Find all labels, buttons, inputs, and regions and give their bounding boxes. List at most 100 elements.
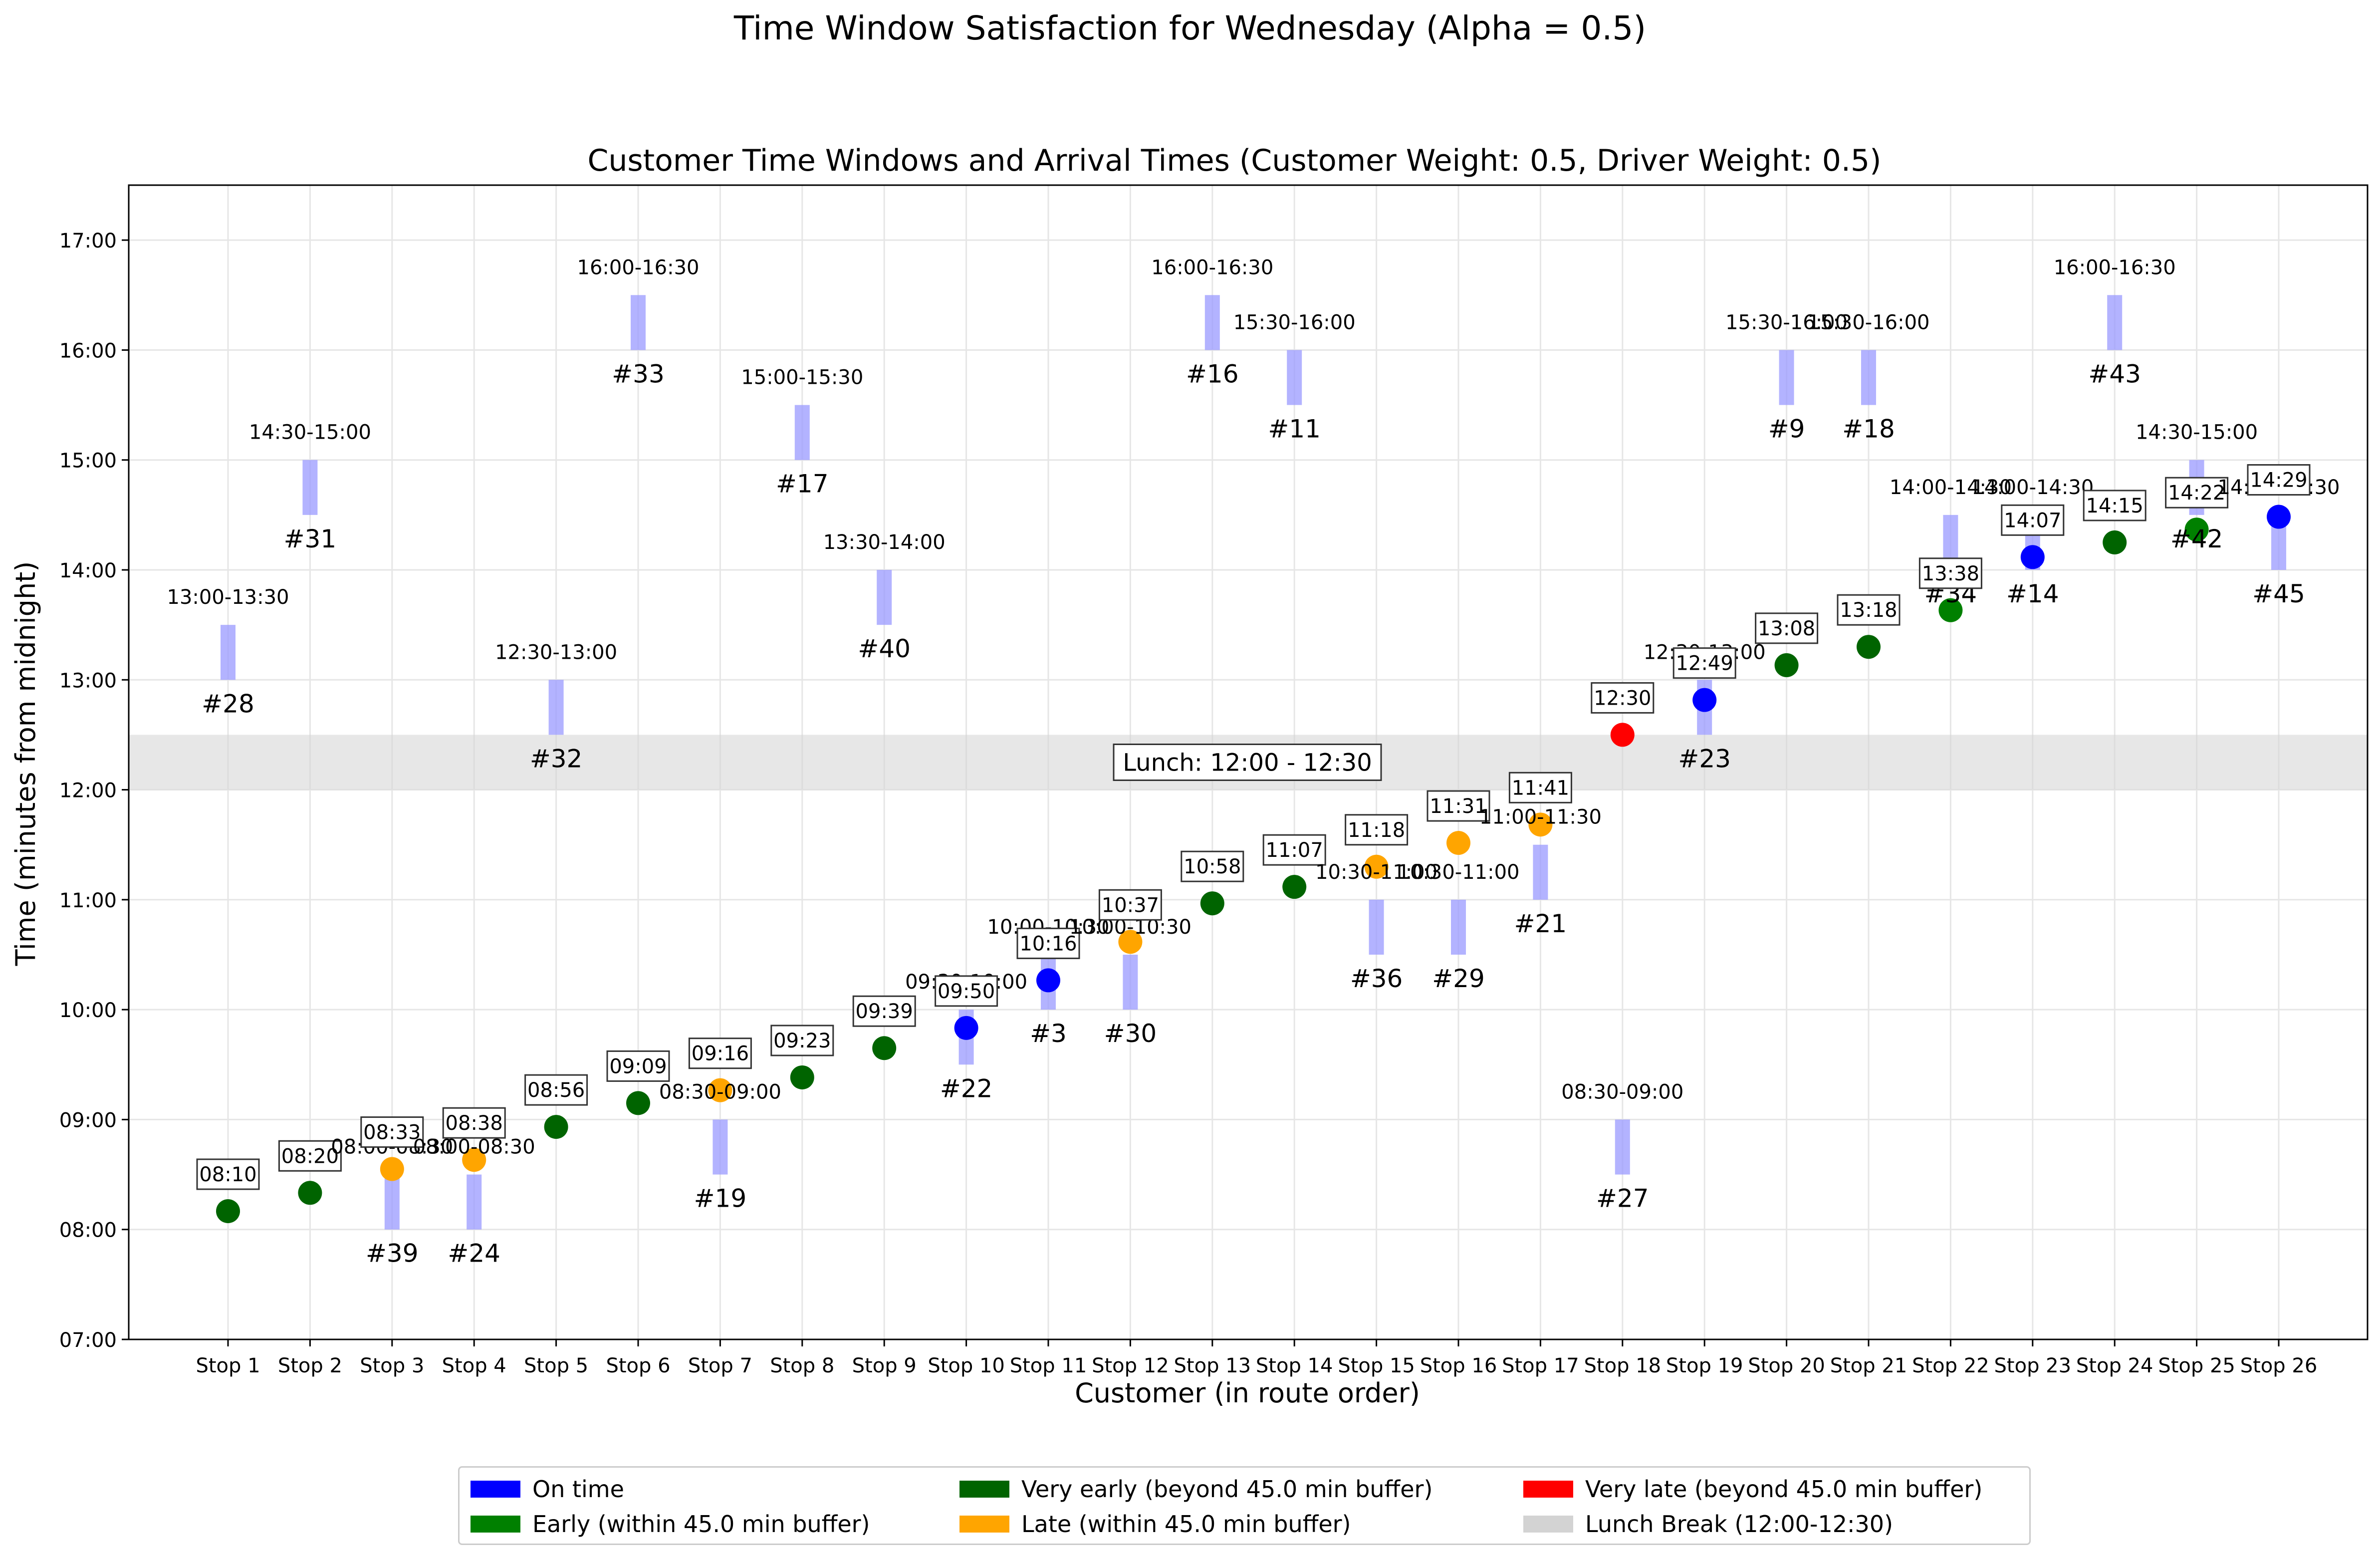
legend-label: On time bbox=[532, 1476, 624, 1503]
customer-id-label: #43 bbox=[2088, 359, 2141, 388]
customer-id-label: #29 bbox=[1432, 964, 1485, 993]
arrival-point bbox=[380, 1157, 404, 1181]
legend-label: Very early (beyond 45.0 min buffer) bbox=[1021, 1476, 1433, 1503]
time-window-label: 11:00-11:30 bbox=[1479, 806, 1602, 829]
time-window-label: 16:00-16:30 bbox=[1151, 256, 1273, 279]
customer-id-label: #21 bbox=[1514, 909, 1567, 938]
arrival-label-box bbox=[1262, 834, 1326, 866]
arrival-label-box bbox=[2001, 504, 2065, 536]
point-layer bbox=[216, 505, 2291, 1223]
time-window-label: 12:30-13:00 bbox=[495, 641, 617, 664]
customer-id-label: #36 bbox=[1350, 964, 1403, 993]
time-window-label: 15:30-16:00 bbox=[1233, 311, 1356, 334]
customer-id-label: #40 bbox=[858, 634, 911, 663]
time-window-label: 08:30-09:00 bbox=[1561, 1080, 1683, 1103]
arrival-point bbox=[2184, 518, 2209, 542]
y-tick-label: 13:00 bbox=[59, 669, 117, 692]
y-tick-label: 11:00 bbox=[59, 889, 117, 912]
customer-id-label: #24 bbox=[448, 1239, 500, 1268]
arrival-label-box bbox=[1098, 889, 1162, 921]
y-tick-label: 14:00 bbox=[59, 559, 117, 582]
arrival-label: 08:10 bbox=[199, 1163, 256, 1186]
customer-id-label: #39 bbox=[366, 1239, 419, 1268]
customer-id-label: #31 bbox=[284, 524, 337, 553]
customer-id-label: #28 bbox=[202, 689, 254, 718]
time-window-bar bbox=[877, 570, 892, 625]
arrival-label-box bbox=[196, 1158, 260, 1190]
y-tick-label: 17:00 bbox=[59, 230, 117, 253]
x-tick-label: Stop 14 bbox=[1256, 1354, 1333, 1377]
time-window-label: 15:30-16:00 bbox=[1725, 311, 1848, 334]
x-tick-label: Stop 8 bbox=[770, 1354, 834, 1377]
x-tick-label: Stop 13 bbox=[1174, 1354, 1251, 1377]
arrival-point bbox=[626, 1091, 650, 1115]
x-tick-label: Stop 19 bbox=[1666, 1354, 1743, 1377]
arrival-label-box bbox=[770, 1025, 834, 1056]
time-window-label: 14:30-15:00 bbox=[249, 421, 371, 444]
x-tick-label: Stop 1 bbox=[196, 1354, 260, 1377]
time-window-label: 14:00-14:30 bbox=[1971, 476, 2094, 499]
time-window-bar bbox=[384, 1174, 400, 1230]
time-window-bar bbox=[713, 1119, 728, 1175]
arrival-label-box bbox=[852, 995, 916, 1027]
x-tick-label: Stop 25 bbox=[2158, 1354, 2235, 1377]
arrival-label: 09:23 bbox=[773, 1030, 831, 1052]
arrival-label: 09:39 bbox=[856, 1000, 913, 1023]
arrival-point bbox=[462, 1148, 486, 1172]
legend-label: Late (within 45.0 min buffer) bbox=[1021, 1511, 1351, 1538]
customer-id-label: #18 bbox=[1842, 415, 1895, 444]
arrival-label: 09:50 bbox=[938, 980, 995, 1003]
time-window-bar bbox=[467, 1174, 482, 1230]
legend-swatch bbox=[1523, 1481, 1573, 1498]
legend-item: Early (within 45.0 min buffer) bbox=[471, 1507, 959, 1542]
time-window-label: 13:00-13:30 bbox=[167, 586, 289, 609]
time-window-label: 15:00-15:30 bbox=[741, 366, 863, 389]
customer-id-label: #9 bbox=[1768, 415, 1805, 444]
lunch-label-box bbox=[1113, 744, 1382, 781]
time-window-bar bbox=[1204, 295, 1220, 350]
arrival-point bbox=[544, 1115, 568, 1139]
customer-id-label: #45 bbox=[2252, 579, 2305, 608]
time-window-bar bbox=[1861, 350, 1876, 405]
arrival-point bbox=[1446, 831, 1470, 855]
arrival-label: 09:09 bbox=[609, 1055, 667, 1078]
arrival-label-box bbox=[1837, 594, 1901, 626]
time-window-bar bbox=[548, 680, 564, 735]
arrival-label-box bbox=[1591, 682, 1655, 714]
arrival-point bbox=[2103, 530, 2127, 554]
arrival-label-box bbox=[1918, 557, 1982, 589]
time-window-label: 10:30-11:00 bbox=[1398, 861, 1520, 884]
arrival-label: 13:18 bbox=[1840, 599, 1897, 622]
arrival-label-box bbox=[1672, 647, 1736, 679]
legend-swatch bbox=[959, 1481, 1009, 1498]
x-axis: Stop 1 Stop 2 Stop 3 Stop 4 Stop 5 Stop 6 Stop… bbox=[196, 1339, 2317, 1377]
time-window-bar bbox=[302, 460, 318, 515]
legend-swatch bbox=[471, 1481, 520, 1498]
time-window-bar bbox=[1533, 844, 1548, 900]
arrival-label-box bbox=[360, 1116, 424, 1148]
arrival-label: 11:31 bbox=[1429, 795, 1487, 818]
plot-frame bbox=[128, 184, 2369, 1340]
arrival-label-box bbox=[1427, 790, 1490, 822]
arrival-point bbox=[2020, 545, 2045, 569]
legend-item: Very late (beyond 45.0 min buffer) bbox=[1523, 1472, 2022, 1507]
arrival-label: 14:29 bbox=[2250, 469, 2307, 492]
figure-title: Time Window Satisfaction for Wednesday (… bbox=[733, 9, 1647, 47]
x-axis-label: Customer (in route order) bbox=[1075, 1377, 1420, 1409]
arrival-label: 08:38 bbox=[446, 1112, 503, 1135]
legend-item: Very early (beyond 45.0 min buffer) bbox=[959, 1472, 1523, 1507]
x-tick-label: Stop 16 bbox=[1420, 1354, 1497, 1377]
arrival-label: 11:18 bbox=[1348, 819, 1405, 842]
time-window-label: 16:00-16:30 bbox=[577, 256, 700, 279]
x-tick-label: Stop 21 bbox=[1830, 1354, 1907, 1377]
label-layer: 13:00-13:30 #28 08:10 14:30-15:00 #31 08:20 08… bbox=[167, 256, 2340, 1268]
arrival-point bbox=[298, 1181, 322, 1205]
x-tick-label: Stop 20 bbox=[1748, 1354, 1825, 1377]
x-tick-label: Stop 11 bbox=[1010, 1354, 1087, 1377]
y-tick-label: 16:00 bbox=[59, 339, 117, 362]
customer-id-label: #14 bbox=[2006, 579, 2059, 608]
time-window-bar bbox=[794, 405, 810, 460]
arrival-label: 12:49 bbox=[1676, 652, 1733, 675]
arrival-label-box bbox=[2247, 464, 2311, 496]
x-tick-label: Stop 9 bbox=[852, 1354, 917, 1377]
